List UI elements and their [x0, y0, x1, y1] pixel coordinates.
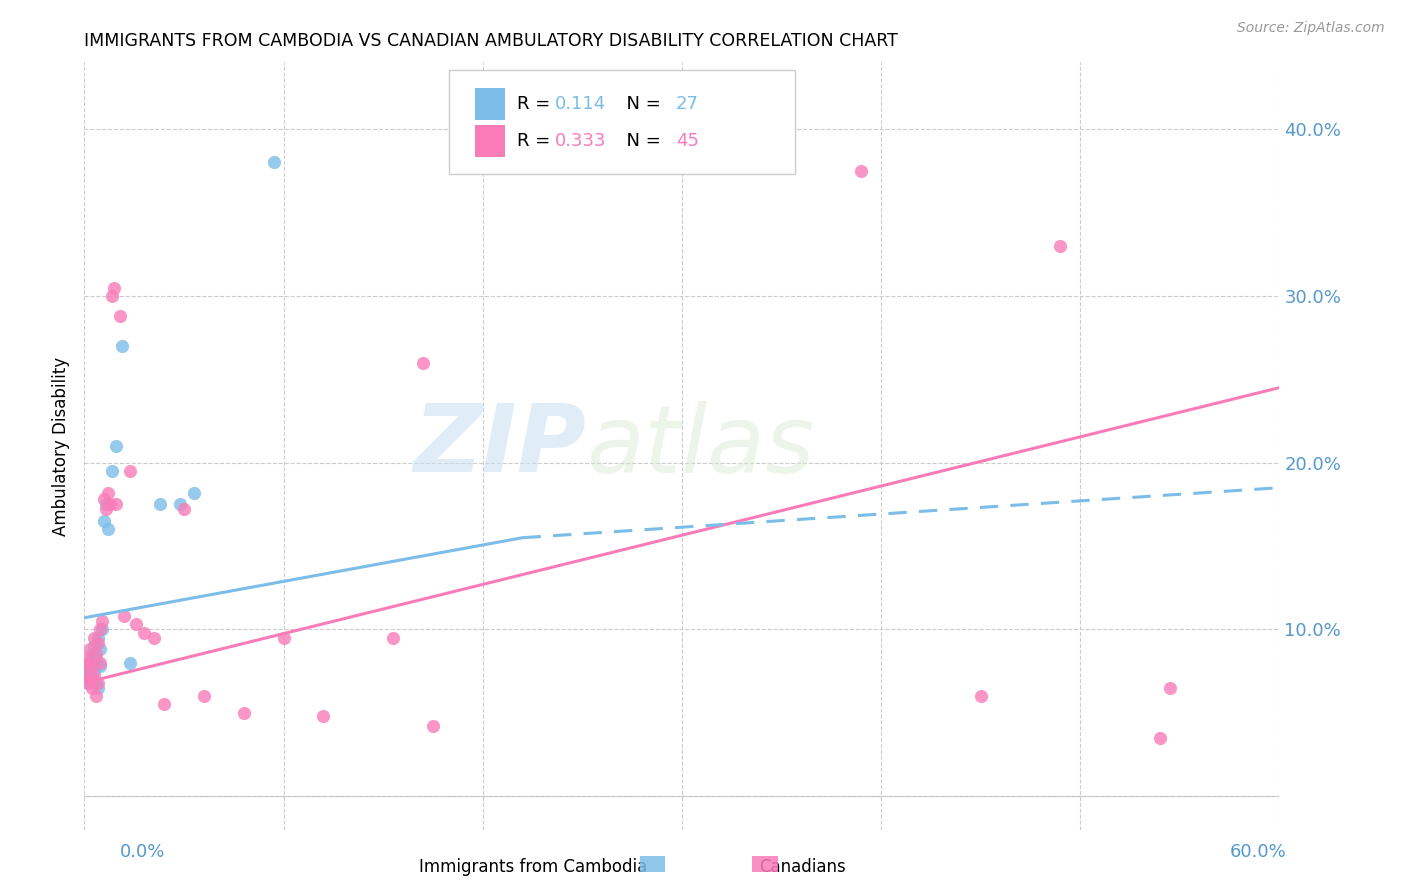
Text: 0.333: 0.333: [555, 132, 607, 150]
Point: [970, 689, 993, 703]
Text: 45: 45: [676, 132, 699, 150]
Point: [77, 675, 100, 690]
Point: [91, 614, 114, 628]
Point: [82, 681, 104, 695]
Point: [83, 631, 105, 645]
Text: 27: 27: [676, 95, 699, 113]
Text: Immigrants from Cambodia: Immigrants from Cambodia: [419, 858, 647, 876]
Point: [312, 709, 335, 723]
Point: [193, 689, 215, 703]
FancyBboxPatch shape: [475, 87, 505, 120]
Point: [79, 669, 101, 683]
Text: Source: ZipAtlas.com: Source: ZipAtlas.com: [1237, 21, 1385, 36]
FancyBboxPatch shape: [475, 125, 505, 157]
Point: [93, 514, 115, 528]
Point: [1159, 681, 1181, 695]
Point: [125, 617, 148, 632]
Point: [75, 667, 97, 681]
Point: [86, 648, 108, 662]
Point: [75, 664, 97, 678]
Point: [82, 673, 104, 687]
Point: [86, 675, 108, 690]
Text: ZIP: ZIP: [413, 400, 586, 492]
Point: [263, 155, 285, 169]
Text: N =: N =: [614, 95, 666, 113]
Point: [96, 502, 118, 516]
Text: IMMIGRANTS FROM CAMBODIA VS CANADIAN AMBULATORY DISABILITY CORRELATION CHART: IMMIGRANTS FROM CAMBODIA VS CANADIAN AMB…: [84, 32, 898, 50]
Point: [851, 164, 873, 178]
Point: [101, 289, 124, 303]
Point: [77, 663, 100, 677]
Point: [422, 719, 444, 733]
Point: [412, 356, 434, 370]
Point: [183, 485, 205, 500]
Text: R =: R =: [517, 132, 555, 150]
Point: [91, 623, 114, 637]
Point: [86, 689, 108, 703]
Point: [89, 623, 111, 637]
Point: [143, 631, 166, 645]
Point: [112, 609, 135, 624]
Point: [1149, 731, 1171, 745]
Point: [132, 625, 156, 640]
Point: [105, 497, 128, 511]
Point: [77, 675, 100, 690]
Point: [79, 656, 101, 670]
Point: [105, 439, 128, 453]
Text: atlas: atlas: [586, 401, 814, 491]
Point: [120, 464, 142, 478]
Point: [89, 659, 111, 673]
Point: [87, 636, 110, 650]
Point: [93, 492, 115, 507]
Point: [87, 631, 110, 645]
Point: [82, 648, 104, 662]
Point: [101, 464, 124, 478]
Text: 0.114: 0.114: [555, 95, 606, 113]
Point: [1049, 239, 1071, 253]
Point: [87, 675, 110, 690]
Point: [75, 652, 97, 666]
Point: [79, 642, 101, 657]
Point: [169, 497, 191, 511]
Point: [83, 664, 105, 678]
Point: [86, 652, 108, 666]
Point: [83, 669, 105, 683]
Point: [103, 280, 125, 294]
Point: [97, 485, 120, 500]
Point: [382, 631, 405, 645]
Point: [82, 659, 104, 673]
Text: 0.0%: 0.0%: [120, 843, 165, 861]
Point: [97, 522, 120, 536]
Point: [232, 706, 254, 720]
Point: [120, 656, 142, 670]
Point: [87, 681, 110, 695]
Point: [111, 339, 134, 353]
Point: [98, 497, 121, 511]
Text: 60.0%: 60.0%: [1230, 843, 1286, 861]
Point: [79, 673, 101, 687]
FancyBboxPatch shape: [449, 70, 796, 174]
Point: [110, 309, 132, 323]
Text: N =: N =: [614, 132, 666, 150]
Point: [89, 656, 111, 670]
Point: [89, 642, 111, 657]
Point: [153, 698, 176, 712]
Point: [651, 119, 673, 133]
Text: Canadians: Canadians: [759, 858, 846, 876]
Point: [273, 631, 295, 645]
Point: [77, 656, 100, 670]
Point: [173, 502, 195, 516]
Text: R =: R =: [517, 95, 555, 113]
Point: [149, 497, 172, 511]
Point: [83, 639, 105, 653]
Point: [96, 497, 118, 511]
Y-axis label: Ambulatory Disability: Ambulatory Disability: [52, 357, 70, 535]
